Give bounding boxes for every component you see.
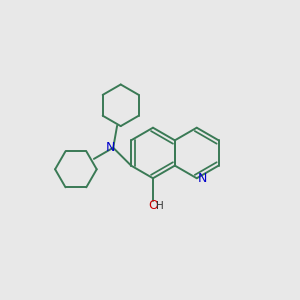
Text: H: H [156,201,164,211]
Text: N: N [106,141,115,154]
Text: N: N [197,172,207,185]
Text: O: O [148,200,158,212]
